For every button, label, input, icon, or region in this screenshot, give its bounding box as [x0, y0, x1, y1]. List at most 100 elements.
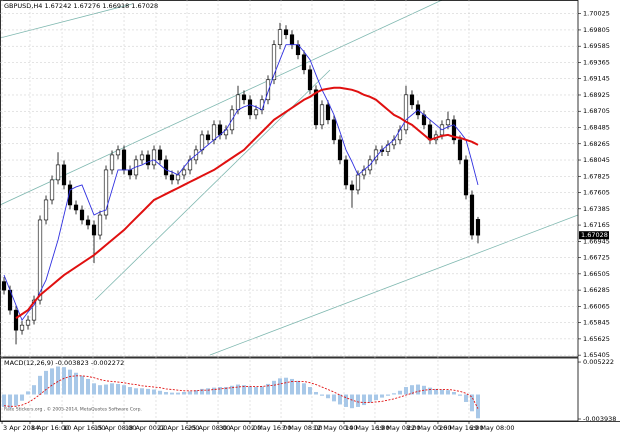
x-tick-label: 10 Apr 16:00 — [63, 424, 105, 432]
candle-body — [79, 209, 85, 221]
candle-body — [13, 309, 19, 331]
macd-bar — [457, 394, 462, 396]
macd-bar — [74, 372, 79, 395]
macd-bar — [248, 386, 253, 395]
candle-body — [319, 104, 325, 126]
y-tick-label: 1.67385 — [583, 205, 610, 213]
candle-body — [307, 69, 313, 91]
indicator-line — [3, 375, 479, 409]
candle-body — [289, 34, 295, 46]
y-tick-label: 1.66285 — [583, 286, 610, 294]
macd-bar — [176, 392, 181, 395]
candle-body — [25, 319, 31, 326]
candle-body — [451, 119, 457, 141]
macd-bar — [152, 389, 157, 395]
macd-bar — [325, 394, 330, 399]
y-tick-label: 1.68485 — [583, 124, 610, 132]
x-tick-label: 7 May 08:00 — [282, 424, 322, 432]
macd-bar — [98, 385, 103, 395]
candle-body — [1, 281, 7, 291]
candle-body — [337, 139, 343, 161]
candle-body — [343, 159, 349, 186]
candle-body — [157, 149, 163, 161]
channel-line — [209, 214, 579, 356]
macd-bar — [307, 387, 312, 395]
macd-bar — [254, 387, 259, 395]
x-tick-label: 12 May 00:00 — [313, 424, 358, 432]
x-tick-label: 22 May 00:00 — [407, 424, 452, 432]
macd-bar — [319, 394, 324, 396]
macd-bar — [86, 378, 91, 395]
macd-bar — [337, 394, 342, 405]
candle-body — [85, 219, 91, 226]
candle-body — [109, 154, 115, 171]
indicator-line — [3, 44, 479, 322]
candle-body — [475, 219, 481, 236]
y-tick-label: 1.66725 — [583, 254, 610, 262]
macd-bar — [146, 388, 151, 395]
macd-bar — [278, 378, 283, 395]
candle-body — [247, 99, 253, 116]
macd-bar — [230, 385, 235, 395]
macd-bar — [92, 383, 97, 395]
y-tick-label: 1.69365 — [583, 58, 610, 66]
x-tick-label: 26 May 16:00 — [439, 424, 484, 432]
macd-bar — [427, 387, 432, 395]
y-tick-label: 1.67605 — [583, 189, 610, 197]
macd-bar — [284, 377, 289, 395]
indicator-line — [15, 86, 479, 319]
y-tick-label: 1.67825 — [583, 172, 610, 180]
candle-body — [175, 174, 181, 181]
candle-body — [325, 104, 331, 121]
macd-bar — [26, 391, 31, 395]
macd-bar — [2, 394, 7, 407]
macd-bar — [260, 386, 265, 395]
candle-body — [151, 149, 157, 166]
price-panel-frame — [0, 0, 579, 358]
candle-body — [211, 124, 217, 141]
candle-body — [115, 149, 121, 156]
macd-bar — [445, 390, 450, 395]
candle-body — [67, 184, 73, 206]
macd-bar — [128, 387, 133, 395]
macd-bar — [236, 384, 241, 395]
macd-bar — [62, 367, 67, 395]
candle-body — [181, 169, 187, 176]
current-price-label: 1.67028 — [581, 231, 608, 239]
candle-body — [445, 119, 451, 126]
x-tick-label: 30 Apr 00:00 — [219, 424, 261, 432]
x-tick-label: 15 Apr 08:00 — [94, 424, 136, 432]
candle-body — [469, 194, 475, 236]
copyright: Rate Stickers.org , © 2005-2014, MetaQuo… — [4, 406, 142, 413]
macd-bar — [104, 384, 109, 395]
macd-bar — [361, 394, 366, 406]
candle-body — [283, 29, 289, 36]
macd-bar — [194, 390, 199, 395]
candle-body — [277, 29, 283, 46]
y-tick-label: 0.005222 — [583, 358, 614, 366]
macd-bar — [110, 383, 115, 395]
candle-body — [463, 159, 469, 196]
macd-bar — [385, 394, 390, 396]
y-tick-label: 1.65405 — [583, 351, 610, 359]
macd-bar — [182, 392, 187, 395]
candle-body — [271, 44, 277, 81]
candle-body — [235, 94, 241, 111]
candle-body — [331, 119, 337, 141]
candle-body — [37, 219, 43, 301]
macd-bar — [164, 392, 169, 395]
candle-body — [253, 109, 259, 116]
macd-bar — [56, 366, 61, 395]
candle-body — [355, 174, 361, 191]
y-tick-label: 1.66065 — [583, 302, 610, 310]
candle-body — [103, 169, 109, 216]
candle-body — [43, 199, 49, 221]
macd-bar — [355, 394, 360, 407]
macd-bar — [38, 375, 43, 395]
macd-bar — [379, 394, 384, 398]
macd-bar — [134, 388, 139, 395]
macd-bar — [206, 388, 211, 395]
x-tick-label: 19 May 08:00 — [376, 424, 421, 432]
candle-body — [163, 159, 169, 176]
